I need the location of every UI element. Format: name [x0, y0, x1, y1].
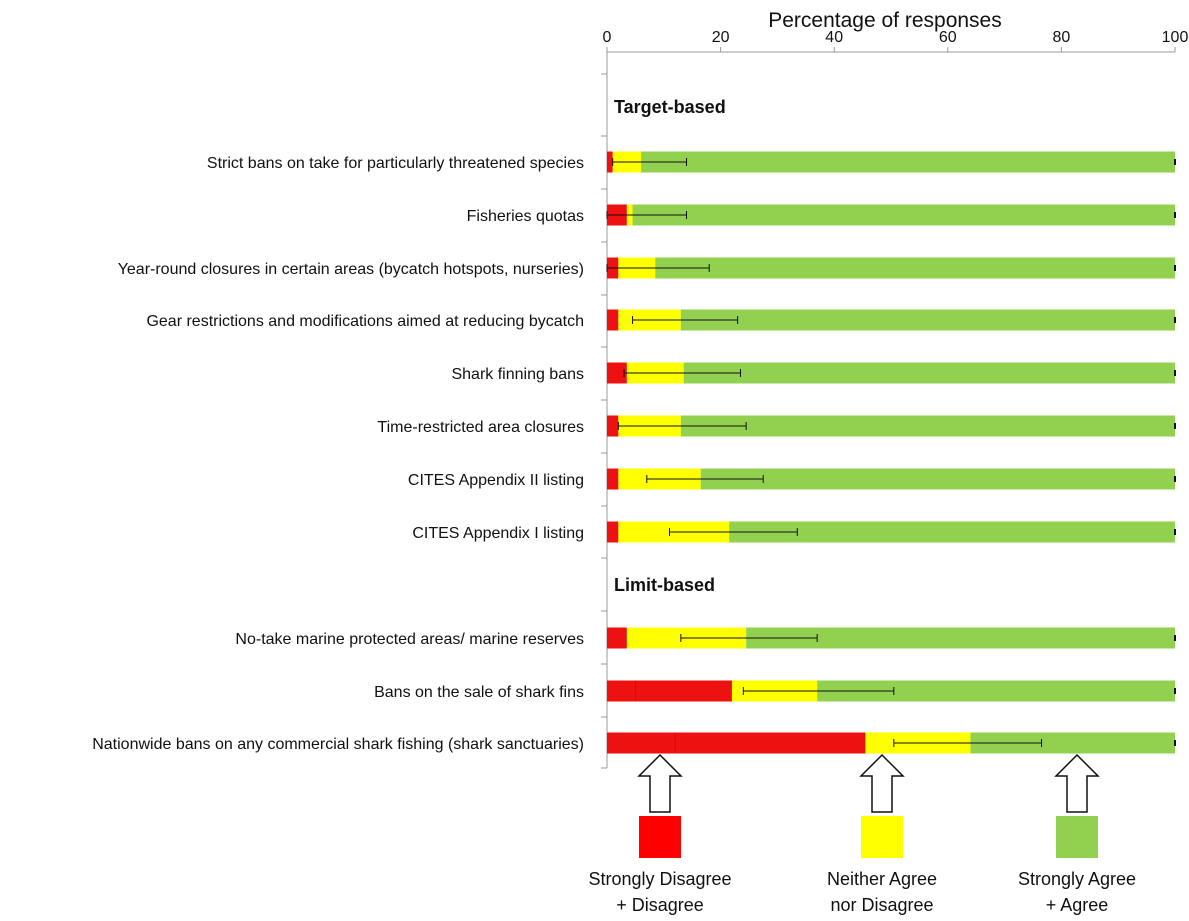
bar-segment-strongly-disagree [607, 309, 619, 331]
group-label: Limit-based [614, 575, 715, 595]
bar-segment-strongly-disagree [607, 415, 619, 437]
bar-segment-disagree [675, 732, 866, 754]
bar-segment-agree [655, 257, 1175, 279]
x-tick-label: 20 [712, 29, 730, 46]
legend-swatch [1056, 816, 1098, 858]
bar-segment-strongly-disagree [607, 468, 619, 490]
category-label: CITES Appendix I listing [412, 525, 584, 542]
bar-segment-strongly-disagree [607, 362, 627, 384]
x-tick-label: 60 [939, 29, 957, 46]
legend-label-line2: + Agree [1046, 895, 1109, 915]
category-label: CITES Appendix II listing [408, 472, 584, 489]
chart-title: Percentage of responses [768, 9, 1001, 32]
bar-segment-strongly-disagree [607, 151, 613, 173]
legend-label-line1: Neither Agree [827, 869, 937, 889]
category-label: No-take marine protected areas/ marine r… [235, 631, 584, 648]
bar-segment-agree [680, 309, 1175, 331]
bar-segment-disagree [635, 680, 732, 702]
bar-segment-agree [641, 151, 1175, 173]
legend-swatch [639, 816, 681, 858]
bar-segment-agree [817, 680, 1175, 702]
bar-segment-strongly-disagree [607, 521, 619, 543]
category-label: Gear restrictions and modifications aime… [146, 313, 584, 330]
bar-segment-agree [746, 627, 1175, 649]
bar-segment-strongly-disagree [607, 680, 636, 702]
x-tick-label: 40 [825, 29, 843, 46]
category-label: Strict bans on take for particularly thr… [207, 155, 584, 172]
legend-label-line1: Strongly Disagree [588, 869, 731, 889]
category-label: Time-restricted area closures [377, 419, 584, 436]
legend-arrow-icon [637, 753, 683, 813]
bars: Target-based Strict bans on take for part… [92, 97, 1176, 754]
x-tick-label: 100 [1162, 29, 1189, 46]
bar-segment-strongly-disagree [607, 732, 676, 754]
bar-segment-agree [970, 732, 1175, 754]
bar-segment-agree [729, 521, 1175, 543]
category-label: Shark finning bans [451, 366, 584, 383]
x-tick-label: 0 [603, 29, 612, 46]
bar-segment-agree [632, 204, 1175, 226]
bar-segment-agree [700, 468, 1175, 490]
legend-label-line2: + Disagree [616, 895, 704, 915]
bar-segment-strongly-disagree [607, 627, 627, 649]
bar-segment-agree [680, 415, 1175, 437]
x-axis: 0 20 40 60 80 100 [601, 29, 1189, 769]
legend-arrow-icon [859, 753, 905, 813]
legend-arrow-icon [1054, 753, 1100, 813]
legend-swatch [861, 816, 903, 858]
bar-segment-agree [683, 362, 1175, 384]
category-label: Year-round closures in certain areas (by… [118, 261, 584, 278]
category-label: Fisheries quotas [467, 208, 584, 225]
legend: Strongly Disagree + Disagree Neither Agree… [588, 753, 1136, 915]
category-label: Nationwide bans on any commercial shark … [92, 736, 584, 753]
category-label: Bans on the sale of shark fins [374, 684, 584, 701]
legend-label-line1: Strongly Agree [1018, 869, 1136, 889]
legend-label-line2: nor Disagree [830, 895, 933, 915]
x-tick-label: 80 [1053, 29, 1071, 46]
group-label: Target-based [614, 97, 726, 117]
